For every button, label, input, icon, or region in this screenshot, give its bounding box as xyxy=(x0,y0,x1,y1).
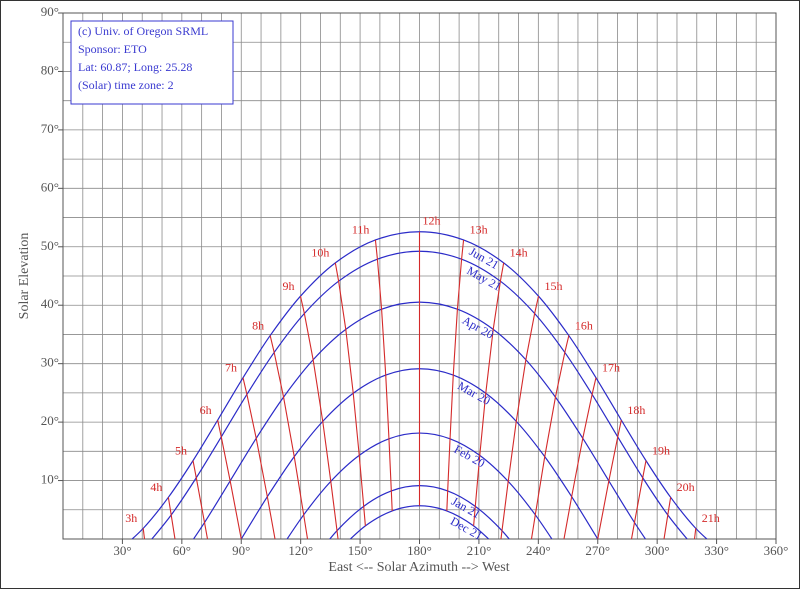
hour-label: 4h xyxy=(150,480,162,494)
ticks: 30° 60° 90° 120° 150° 180° 210° 240° 270° 300° 330… xyxy=(41,4,789,558)
y-tick-label: 70° xyxy=(41,121,59,136)
x-tick-label: 120° xyxy=(288,543,313,558)
x-tick-label: 300° xyxy=(645,543,670,558)
y-tick-label: 20° xyxy=(41,413,59,428)
date-label: Feb 20 xyxy=(452,442,488,470)
y-tick-label: 10° xyxy=(41,472,59,487)
x-tick-label: 360° xyxy=(764,543,789,558)
hour-label: 19h xyxy=(652,443,670,457)
hour-label: 9h xyxy=(282,279,294,293)
labels: 3h 4h 5h 6h 7h 8h 9h 10h 11h 12h 13h 14h 15h 16h 17h 18… xyxy=(125,214,720,543)
y-axis-label: Solar Elevation xyxy=(17,233,32,320)
hour-label: 10h xyxy=(311,246,329,260)
hour-line xyxy=(446,239,465,511)
date-label: May 21 xyxy=(465,263,504,293)
info-box xyxy=(70,20,234,105)
hour-line xyxy=(374,239,393,511)
hour-line xyxy=(192,460,209,539)
info-line: Lat: 60.87; Long: 25.28 xyxy=(78,60,192,74)
hour-label: 18h xyxy=(627,403,645,417)
y-tick-label: 30° xyxy=(41,355,59,370)
hour-label: 8h xyxy=(252,318,264,332)
x-tick-label: 30° xyxy=(113,543,131,558)
info-line: Sponsor: ETO xyxy=(78,42,147,56)
hour-label: 6h xyxy=(200,403,212,417)
x-tick-label: 210° xyxy=(467,543,492,558)
hour-label: 14h xyxy=(510,246,528,260)
y-tick-label: 90° xyxy=(41,4,59,19)
y-tick-label: 50° xyxy=(41,238,59,253)
hour-line xyxy=(167,497,176,539)
hour-line xyxy=(217,420,242,539)
x-tick-label: 180° xyxy=(407,543,432,558)
hour-line xyxy=(242,377,276,539)
curves xyxy=(131,231,708,539)
hour-label: 21h xyxy=(702,511,720,525)
hour-line xyxy=(563,377,597,539)
hour-label: 20h xyxy=(677,480,695,494)
y-tick-label: 40° xyxy=(41,296,59,311)
info-text: (c) Univ. of Oregon SRML Sponsor: ETO Lat:… xyxy=(78,24,208,92)
hour-line xyxy=(693,528,697,539)
hour-line xyxy=(500,296,540,539)
hour-line xyxy=(142,528,146,539)
x-axis-label: East <-- Solar Azimuth --> West xyxy=(328,560,509,575)
hour-line xyxy=(473,262,505,526)
hour-line xyxy=(597,420,622,539)
info-line: (c) Univ. of Oregon SRML xyxy=(78,24,208,38)
hour-label: 11h xyxy=(352,223,370,237)
hour-label: 7h xyxy=(225,361,237,375)
hour-line xyxy=(630,460,647,539)
x-tick-label: 60° xyxy=(173,543,191,558)
info-line: (Solar) time zone: 2 xyxy=(78,78,174,92)
hour-line xyxy=(299,296,339,539)
x-tick-label: 150° xyxy=(348,543,373,558)
x-tick-label: 90° xyxy=(232,543,250,558)
hour-label: 17h xyxy=(602,361,620,375)
hour-label: 12h xyxy=(423,214,441,228)
hour-line xyxy=(269,335,309,539)
x-tick-label: 330° xyxy=(704,543,729,558)
hour-label: 13h xyxy=(470,223,488,237)
hour-line xyxy=(663,497,672,539)
y-tick-label: 80° xyxy=(41,62,59,77)
hour-label: 5h xyxy=(175,443,187,457)
hour-label: 15h xyxy=(545,279,563,293)
date-label: Apr 20 xyxy=(460,313,496,342)
hour-line xyxy=(334,262,366,526)
hour-label: 3h xyxy=(125,511,137,525)
x-tick-label: 270° xyxy=(585,543,610,558)
hour-label: 16h xyxy=(575,318,593,332)
hour-line xyxy=(530,335,570,539)
x-tick-label: 240° xyxy=(526,543,551,558)
y-tick-label: 60° xyxy=(41,179,59,194)
